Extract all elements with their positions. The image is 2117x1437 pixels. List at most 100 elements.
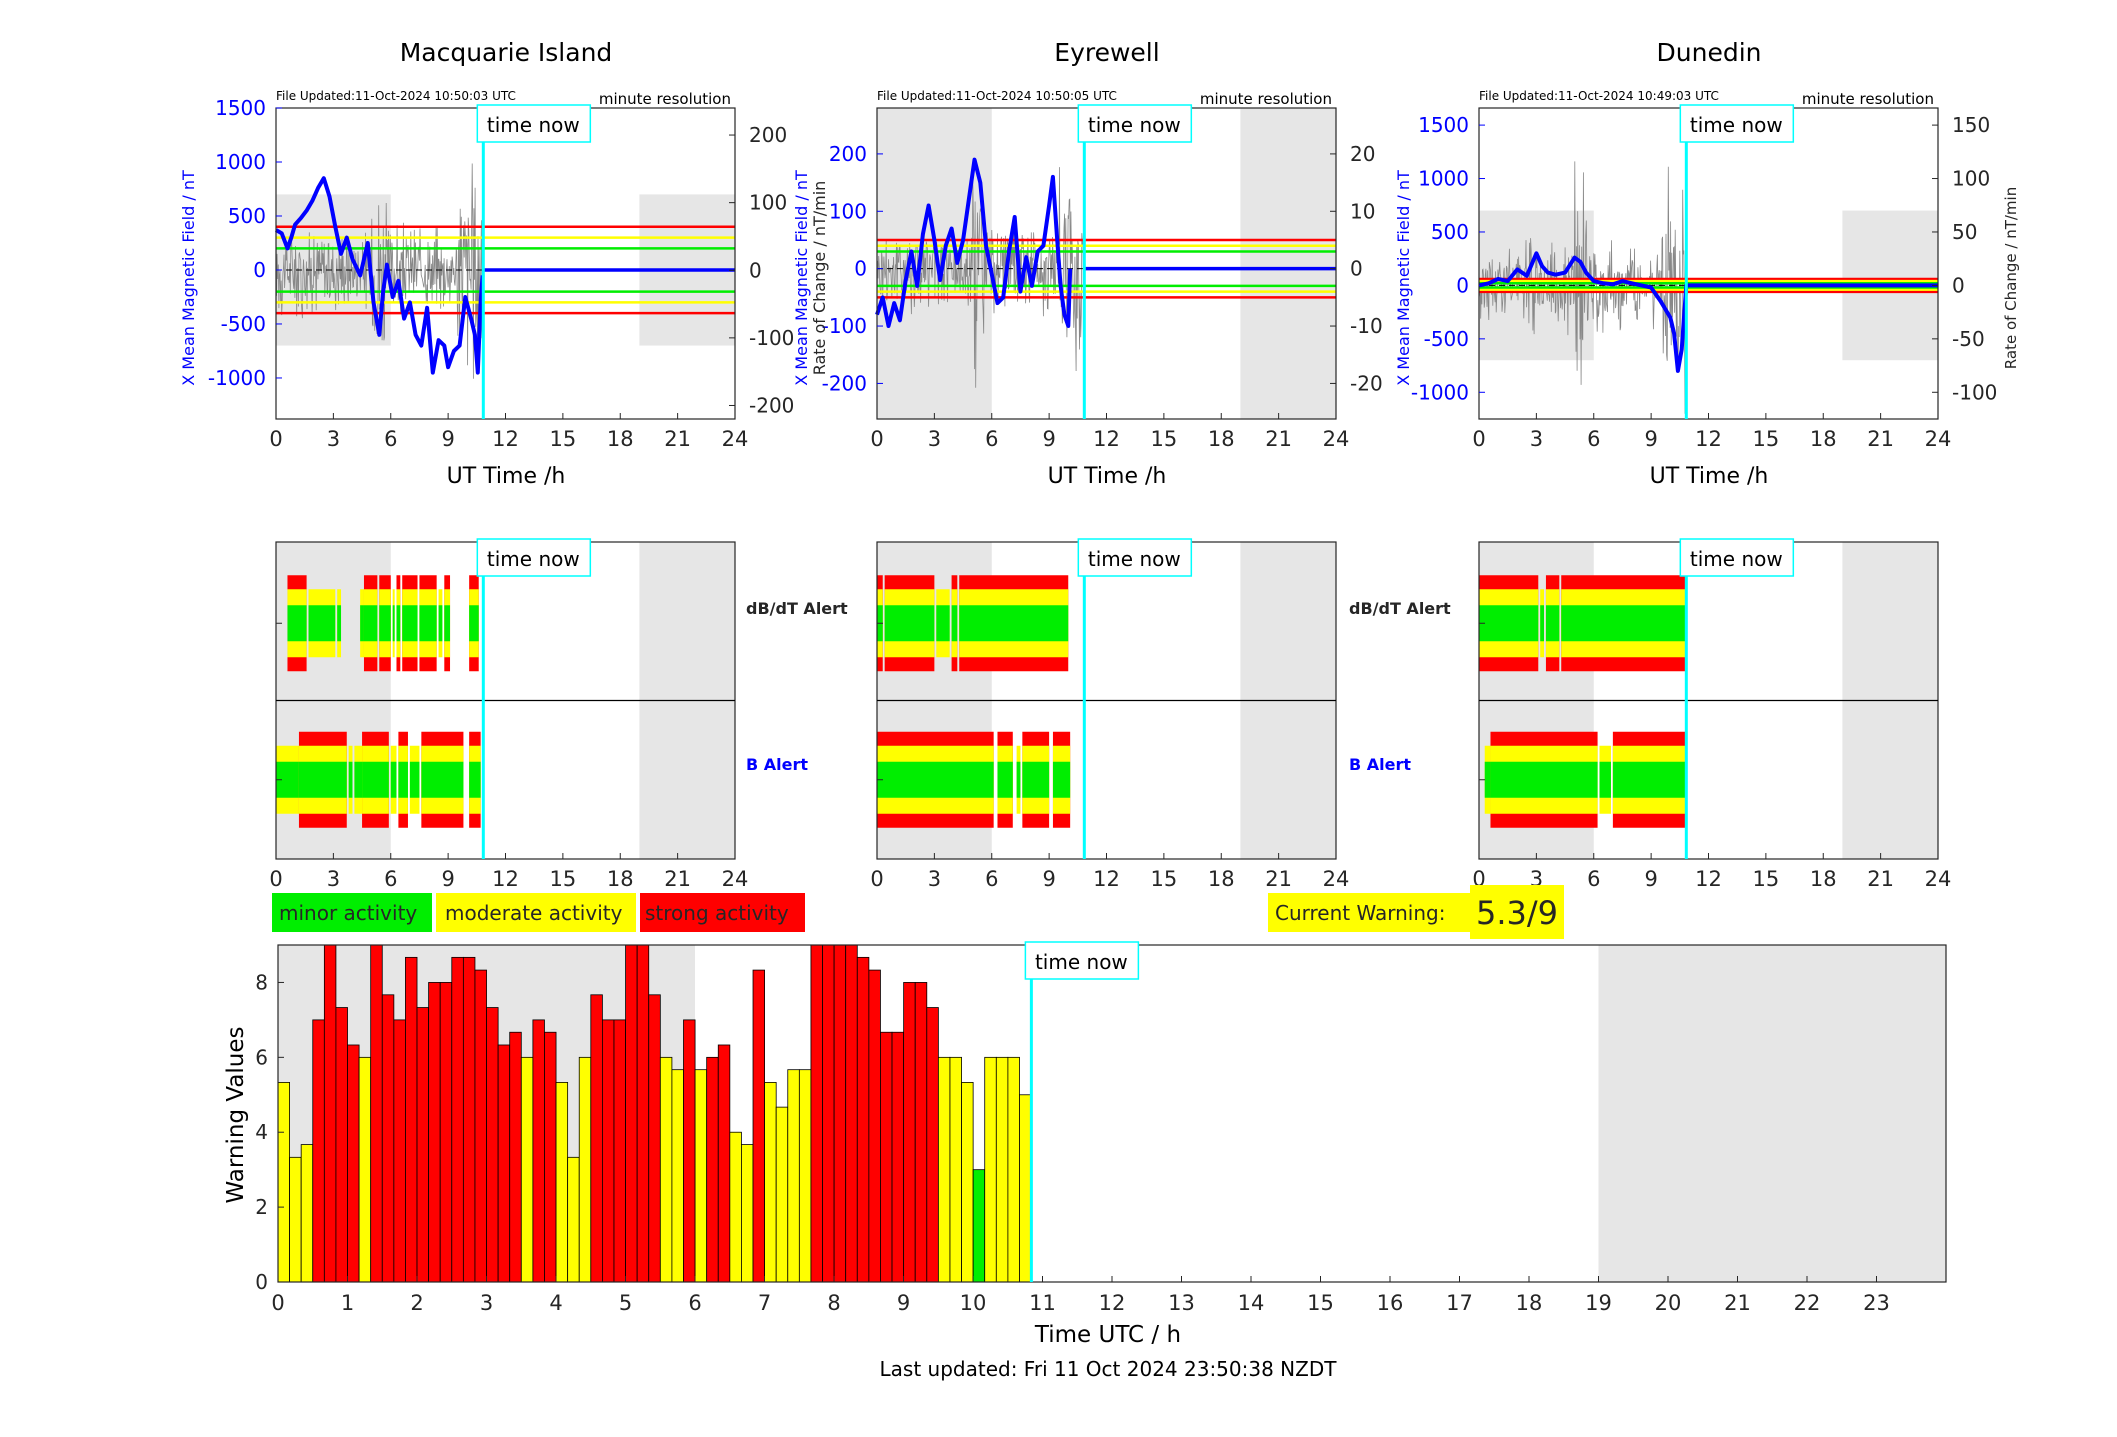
x-tick-label: 9 <box>441 427 454 451</box>
warning-label-box <box>1268 893 1470 932</box>
eyrewell-alert-plot: 0 3 6 9 12 15 18 21 24 time now <box>870 538 1349 891</box>
x-tick-label: 9 <box>1042 867 1055 891</box>
time-now-box <box>1077 104 1193 143</box>
left-tick-label: 1000 <box>215 150 266 174</box>
time-now-box <box>1024 941 1140 980</box>
alert-minor-band <box>409 761 420 798</box>
minor-swatch <box>272 893 432 932</box>
x-tick-label: 15 <box>550 427 577 451</box>
y-axis-label-left: X Mean Magnetic Field / nT <box>1394 170 1413 386</box>
x-tick-label: 9 <box>1644 867 1657 891</box>
warning-bar <box>381 994 395 1283</box>
alert-minor-band <box>398 761 408 798</box>
time-now-box <box>1679 104 1795 143</box>
x-tick-label: 21 <box>1867 427 1894 451</box>
right-tick-label: -100 <box>749 326 794 350</box>
station-title: Dunedin <box>1657 38 1762 67</box>
y-tick-label: 8 <box>255 970 268 994</box>
bar-plot-area: 0 1 2 3 4 5 6 7 8 9 10 11 12 13 14 15 16 17 18 19 20 21 22 2302… <box>255 941 1947 1315</box>
warning-bar <box>729 1131 742 1283</box>
alert-minor-band <box>308 605 336 642</box>
x-tick-label: 15 <box>1753 867 1780 891</box>
alert-area: 0 3 6 9 12 15 18 21 24 time now <box>870 538 1349 891</box>
alert-minor-band <box>396 605 401 642</box>
right-tick-label: 0 <box>1952 273 1965 297</box>
alert-minor-band <box>360 605 364 642</box>
x-tick-label: 22 <box>1794 1291 1821 1315</box>
x-tick-label: 5 <box>619 1291 632 1315</box>
alert-minor-band <box>402 605 418 642</box>
alert-minor-band <box>877 761 994 798</box>
alert-minor-band <box>392 605 395 642</box>
warning-bar <box>370 944 383 1283</box>
x-tick-label: 12 <box>1099 1291 1126 1315</box>
x-tick-label: 15 <box>550 867 577 891</box>
warning-bar <box>555 1082 569 1283</box>
magnetic-field-trace <box>875 157 1073 328</box>
alert-minor-band <box>1022 761 1050 798</box>
alert-minor-band <box>379 605 391 642</box>
x-tick-label: 2 <box>410 1291 423 1315</box>
x-tick-label: 19 <box>1585 1291 1612 1315</box>
alert-minor-band <box>997 761 1013 798</box>
x-axis-label: UT Time /h <box>447 464 566 489</box>
left-tick-label: -500 <box>1424 327 1469 351</box>
right-tick-label: -20 <box>1350 371 1383 395</box>
warning-bar <box>451 956 464 1283</box>
alert-minor-band <box>390 761 397 798</box>
plot-area: 0 3 6 9 12 15 18 21 24-1000-500050010001500-100-… <box>1411 104 1997 451</box>
x-tick-label: 12 <box>1093 427 1120 451</box>
warning-bar <box>868 969 881 1283</box>
warning-bar <box>659 1056 673 1283</box>
warning-bar <box>300 1144 314 1283</box>
x-tick-label: 3 <box>327 427 340 451</box>
y-tick-label: 4 <box>255 1120 268 1144</box>
alert-minor-band <box>469 605 479 642</box>
warning-bar <box>683 1019 696 1283</box>
x-tick-label: 6 <box>384 867 397 891</box>
x-tick-label: 4 <box>549 1291 562 1315</box>
left-tick-label: 1500 <box>1418 113 1469 137</box>
alert-minor-band <box>1484 761 1491 798</box>
warning-bar <box>590 994 603 1283</box>
x-tick-label: 9 <box>897 1291 910 1315</box>
x-tick-label: 15 <box>1753 427 1780 451</box>
x-tick-label: 12 <box>492 867 519 891</box>
x-tick-label: 6 <box>1587 867 1600 891</box>
warning-bar <box>891 1031 905 1283</box>
warning-value-box <box>1470 885 1564 939</box>
x-tick-label: 16 <box>1377 1291 1404 1315</box>
x-tick-label: 6 <box>985 867 998 891</box>
right-tick-label: 100 <box>749 191 787 215</box>
left-tick-label: -200 <box>822 371 867 395</box>
warning-bar <box>428 982 441 1283</box>
y-axis-label-right-overlap: Rate of Change / nT/min <box>810 181 829 376</box>
warning-bar <box>439 982 453 1283</box>
warning-bar <box>648 994 661 1283</box>
alert-minor-band <box>438 605 443 642</box>
x-tick-label: 9 <box>1042 427 1055 451</box>
alert-minor-band <box>298 761 347 798</box>
warning-bar <box>544 1031 557 1283</box>
resolution-label: minute resolution <box>1200 90 1332 108</box>
x-tick-label: 24 <box>1323 427 1350 451</box>
warning-bar <box>277 1082 290 1283</box>
alert-minor-band <box>1490 761 1598 798</box>
warning-bar <box>636 944 650 1283</box>
bar-x-axis-label: Time UTC / h <box>1034 1322 1181 1348</box>
warning-bar <box>405 956 418 1283</box>
warning-bar <box>323 944 337 1283</box>
b-alert-label: B Alert <box>1349 755 1411 774</box>
warning-bar <box>567 1156 580 1283</box>
warning-bar <box>984 1056 997 1283</box>
warning-bar <box>717 1044 731 1283</box>
dbdt-alert-label: dB/dT Alert <box>746 599 848 618</box>
alert-minor-band <box>421 761 464 798</box>
warning-bar <box>1007 1056 1020 1283</box>
warning-bar <box>1019 1094 1032 1283</box>
warning-bar <box>312 1019 325 1283</box>
left-tick-label: 0 <box>1456 273 1469 297</box>
warning-bar <box>578 1056 592 1283</box>
x-tick-label: 12 <box>492 427 519 451</box>
x-tick-label: 0 <box>269 427 282 451</box>
